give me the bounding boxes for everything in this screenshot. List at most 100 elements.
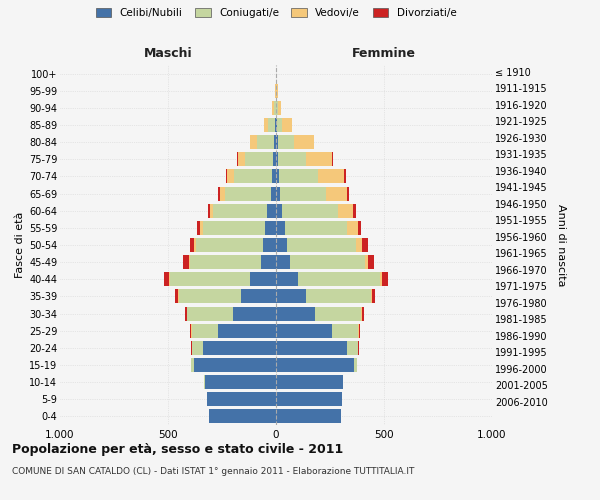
Bar <box>218 186 220 200</box>
Bar <box>362 306 364 320</box>
Bar <box>191 358 194 372</box>
Bar <box>207 392 276 406</box>
Bar <box>279 170 318 183</box>
Bar <box>188 255 190 269</box>
Bar <box>306 152 332 166</box>
Bar <box>218 324 276 338</box>
Bar <box>361 306 362 320</box>
Bar <box>278 152 306 166</box>
Bar <box>276 306 315 320</box>
Bar <box>332 324 358 338</box>
Bar <box>276 410 341 424</box>
Bar <box>347 221 358 235</box>
Bar <box>250 272 276 286</box>
Bar <box>278 101 281 115</box>
Bar <box>277 118 283 132</box>
Bar <box>344 170 346 183</box>
Bar <box>318 170 344 183</box>
Bar <box>365 255 368 269</box>
Bar <box>271 186 276 200</box>
Bar <box>380 272 382 286</box>
Bar <box>276 152 278 166</box>
Bar <box>284 221 347 235</box>
Bar <box>272 170 276 183</box>
Bar <box>197 221 200 235</box>
Bar <box>276 135 278 149</box>
Bar <box>190 238 194 252</box>
Bar <box>209 410 276 424</box>
Bar <box>205 375 276 389</box>
Bar <box>276 238 287 252</box>
Bar <box>306 290 371 304</box>
Legend: Celibi/Nubili, Coniugati/e, Vedovi/e, Divorziati/e: Celibi/Nubili, Coniugati/e, Vedovi/e, Di… <box>95 8 457 18</box>
Bar <box>225 186 271 200</box>
Bar <box>227 170 234 183</box>
Bar <box>200 221 203 235</box>
Bar <box>315 306 361 320</box>
Bar <box>238 152 245 166</box>
Bar <box>276 290 306 304</box>
Bar <box>298 272 380 286</box>
Bar <box>371 290 372 304</box>
Bar <box>295 135 314 149</box>
Bar <box>276 375 343 389</box>
Bar <box>241 290 276 304</box>
Bar <box>187 306 233 320</box>
Bar <box>353 204 356 218</box>
Bar <box>276 204 283 218</box>
Bar <box>276 118 277 132</box>
Bar <box>272 101 274 115</box>
Bar <box>275 118 276 132</box>
Bar <box>274 135 276 149</box>
Bar <box>276 358 354 372</box>
Bar <box>280 186 326 200</box>
Bar <box>354 358 357 372</box>
Bar <box>276 324 332 338</box>
Bar <box>264 118 268 132</box>
Bar <box>185 306 187 320</box>
Bar <box>358 221 361 235</box>
Bar <box>276 341 347 355</box>
Bar <box>226 170 227 183</box>
Bar <box>362 238 368 252</box>
Text: COMUNE DI SAN CATALDO (CL) - Dati ISTAT 1° gennaio 2011 - Elaborazione TUTTITALI: COMUNE DI SAN CATALDO (CL) - Dati ISTAT … <box>12 468 415 476</box>
Bar <box>276 186 280 200</box>
Bar <box>332 152 333 166</box>
Bar <box>237 152 238 166</box>
Bar <box>192 341 203 355</box>
Bar <box>338 204 353 218</box>
Bar <box>233 306 276 320</box>
Bar <box>265 221 276 235</box>
Text: Popolazione per età, sesso e stato civile - 2011: Popolazione per età, sesso e stato civil… <box>12 442 343 456</box>
Bar <box>178 290 179 304</box>
Bar <box>194 238 196 252</box>
Bar <box>276 392 342 406</box>
Bar <box>196 238 263 252</box>
Text: Maschi: Maschi <box>143 47 193 60</box>
Bar <box>214 204 268 218</box>
Bar <box>179 290 241 304</box>
Bar <box>382 272 388 286</box>
Bar <box>203 341 276 355</box>
Bar <box>274 101 275 115</box>
Bar <box>277 101 278 115</box>
Bar <box>268 204 276 218</box>
Bar <box>183 255 188 269</box>
Bar <box>210 204 214 218</box>
Bar <box>203 221 265 235</box>
Bar <box>190 255 261 269</box>
Bar <box>268 118 275 132</box>
Bar <box>273 152 276 166</box>
Bar <box>250 135 257 149</box>
Bar <box>208 204 210 218</box>
Bar <box>170 272 250 286</box>
Y-axis label: Fasce di età: Fasce di età <box>14 212 25 278</box>
Bar <box>261 255 276 269</box>
Bar <box>276 255 290 269</box>
Bar <box>257 135 274 149</box>
Bar <box>276 170 279 183</box>
Bar <box>263 238 276 252</box>
Bar <box>276 221 284 235</box>
Bar <box>290 255 365 269</box>
Bar <box>347 186 349 200</box>
